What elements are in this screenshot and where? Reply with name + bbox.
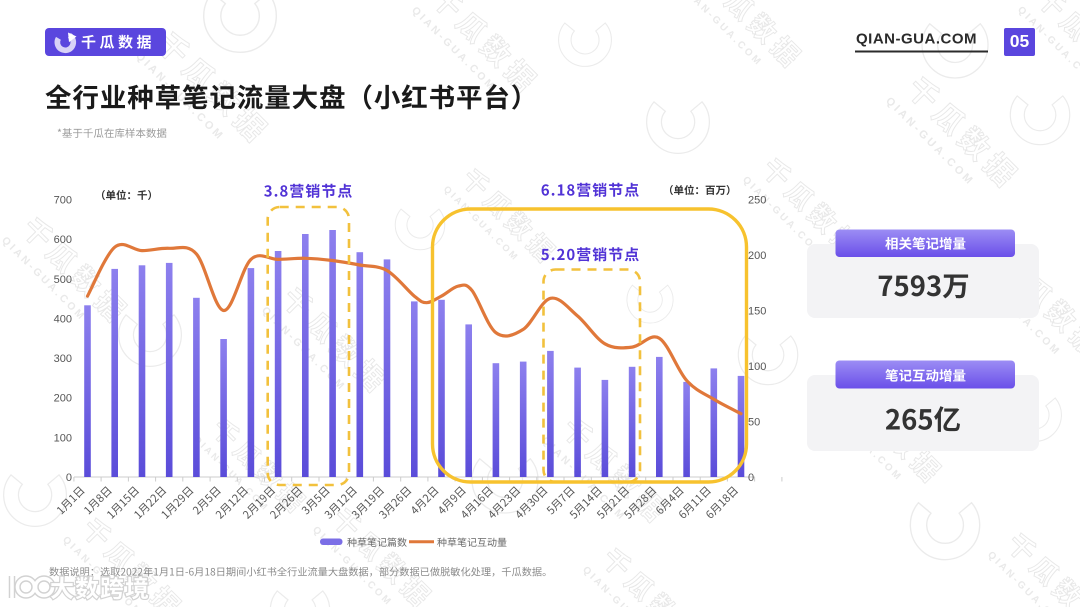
svg-text:100: 100 [54, 432, 72, 444]
svg-text:200: 200 [748, 250, 766, 262]
svg-text:250: 250 [748, 195, 766, 207]
svg-text:QIAN-GUA.COM: QIAN-GUA.COM [580, 565, 664, 607]
svg-text:QIAN-GUA.COM: QIAN-GUA.COM [985, 550, 1069, 607]
svg-text:05: 05 [1010, 31, 1030, 51]
svg-text:50: 50 [748, 417, 760, 429]
svg-text:QIAN-GUA.COM: QIAN-GUA.COM [883, 95, 977, 189]
svg-text:700: 700 [54, 195, 72, 207]
svg-text:QIAN-GUA.COM: QIAN-GUA.COM [856, 31, 977, 48]
svg-text:QIAN-GUA.COM: QIAN-GUA.COM [0, 235, 88, 324]
svg-text:300: 300 [54, 353, 72, 365]
svg-text:QIAN-GUA.COM: QIAN-GUA.COM [680, 0, 764, 69]
svg-text:QIAN-GUA.COM: QIAN-GUA.COM [133, 50, 227, 144]
svg-text:0: 0 [748, 472, 754, 484]
svg-text:600: 600 [54, 234, 72, 246]
svg-text:500: 500 [54, 274, 72, 286]
svg-text:QIAN-GUA.COM: QIAN-GUA.COM [442, 184, 521, 263]
svg-text:0: 0 [66, 472, 72, 484]
svg-text:400: 400 [54, 313, 72, 325]
svg-text:150: 150 [748, 306, 766, 318]
svg-text:QIAN-GUA.COM: QIAN-GUA.COM [310, 525, 394, 607]
svg-text:200: 200 [54, 393, 72, 405]
svg-text:100: 100 [748, 361, 766, 373]
